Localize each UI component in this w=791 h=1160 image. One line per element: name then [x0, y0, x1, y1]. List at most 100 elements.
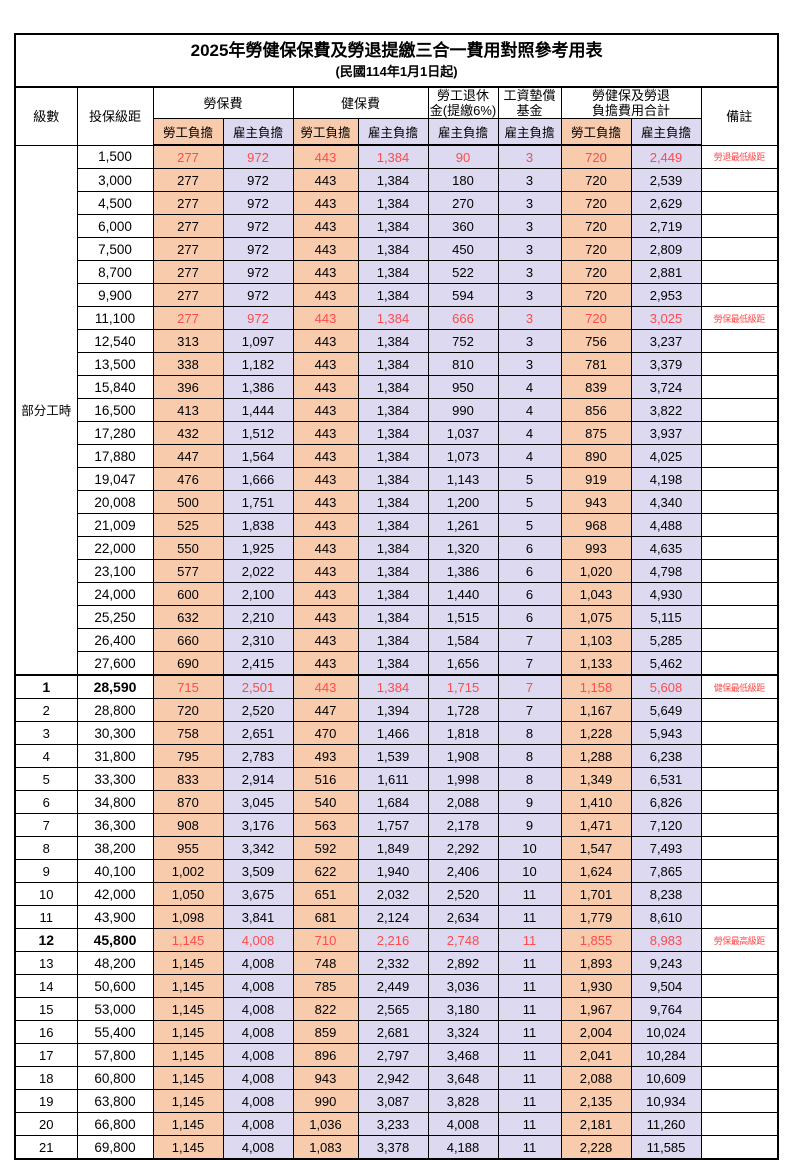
cell-note	[700, 444, 779, 468]
cell-total-er: 9,243	[630, 951, 702, 975]
cell-level: 11	[14, 905, 78, 929]
cell-total-er: 4,930	[630, 582, 702, 606]
cell-total-er: 2,629	[630, 191, 702, 215]
cell-level: 16	[14, 1020, 78, 1044]
cell-health-er: 2,797	[357, 1043, 429, 1067]
cell-fund-er: 11	[497, 1043, 562, 1067]
cell-fund-er: 5	[497, 513, 562, 537]
cell-health-emp: 443	[292, 306, 359, 330]
cell-health-emp: 447	[292, 698, 359, 722]
cell-note	[700, 260, 779, 284]
cell-pension-er: 1,261	[427, 513, 499, 537]
cell-total-emp: 1,349	[560, 767, 632, 791]
cell-labor-er: 4,008	[222, 1043, 294, 1067]
table-row: 17,280 432 1,512 443 1,384 1,037 4 875 3,937	[15, 421, 779, 445]
cell-fund-er: 11	[497, 997, 562, 1021]
cell-level: 17	[14, 1043, 78, 1067]
cell-health-er: 2,124	[357, 905, 429, 929]
cell-health-er: 1,384	[357, 144, 429, 169]
cell-labor-emp: 690	[152, 651, 224, 676]
cell-fund-er: 8	[497, 744, 562, 768]
table-row: 19,047 476 1,666 443 1,384 1,143 5 919 4,198	[15, 467, 779, 491]
cell-health-er: 2,449	[357, 974, 429, 998]
cell-total-er: 2,953	[630, 283, 702, 307]
cell-labor-er: 4,008	[222, 1112, 294, 1136]
cell-health-er: 2,942	[357, 1066, 429, 1090]
cell-labor-emp: 277	[152, 260, 224, 284]
table-row: 7 36,300 908 3,176 563 1,757 2,178 9 1,471 7,120	[14, 813, 779, 837]
cell-labor-er: 1,666	[222, 467, 294, 491]
cell-note	[700, 790, 779, 814]
cell-bracket: 4,500	[76, 191, 154, 215]
table-row: 20 66,800 1,145 4,008 1,036 3,233 4,008 11 2,181…	[14, 1112, 779, 1136]
cell-health-er: 1,684	[357, 790, 429, 814]
wage-fund-header-line1: 工資墊償	[503, 88, 556, 103]
cell-health-emp: 990	[292, 1089, 359, 1113]
cell-note	[700, 628, 779, 652]
cell-health-emp: 681	[292, 905, 359, 929]
cell-health-er: 1,384	[357, 283, 429, 307]
cell-labor-er: 4,008	[222, 928, 294, 952]
col-header-total: 勞健保及勞退 負擔費用合計	[560, 86, 702, 119]
cell-total-emp: 1,967	[560, 997, 632, 1021]
cell-labor-er: 4,008	[222, 974, 294, 998]
cell-fund-er: 11	[497, 951, 562, 975]
cell-health-er: 1,384	[357, 237, 429, 261]
cell-total-er: 8,238	[630, 882, 702, 906]
col-header-level: 級數	[14, 86, 78, 146]
cell-labor-emp: 1,145	[152, 1089, 224, 1113]
cell-health-emp: 622	[292, 859, 359, 883]
cell-fund-er: 3	[497, 168, 562, 192]
subheader-health-employee: 勞工負擔	[292, 118, 359, 146]
table-row: 4,500 277 972 443 1,384 270 3 720 2,629	[15, 191, 779, 215]
cell-pension-er: 2,088	[427, 790, 499, 814]
cell-health-emp: 443	[292, 513, 359, 537]
cell-labor-er: 2,022	[222, 559, 294, 583]
cell-total-emp: 1,779	[560, 905, 632, 929]
table-row: 18 60,800 1,145 4,008 943 2,942 3,648 11 2,088 10…	[14, 1066, 779, 1090]
cell-labor-emp: 758	[152, 721, 224, 745]
cell-pension-er: 1,386	[427, 559, 499, 583]
cell-health-er: 1,940	[357, 859, 429, 883]
table-row: 3,000 277 972 443 1,384 180 3 720 2,539	[15, 168, 779, 192]
cell-labor-emp: 1,145	[152, 951, 224, 975]
cell-labor-er: 2,415	[222, 651, 294, 676]
cell-note	[700, 698, 779, 722]
cell-pension-er: 950	[427, 375, 499, 399]
cell-health-er: 1,384	[357, 605, 429, 629]
cell-health-er: 1,384	[357, 628, 429, 652]
table-row: 1 28,590 715 2,501 443 1,384 1,715 7 1,158 5,608 健…	[14, 674, 779, 699]
table-row: 25,250 632 2,210 443 1,384 1,515 6 1,075 5,115	[15, 605, 779, 629]
cell-total-er: 5,649	[630, 698, 702, 722]
cell-health-er: 1,384	[357, 582, 429, 606]
cell-fund-er: 7	[497, 698, 562, 722]
cell-note	[700, 329, 779, 353]
cell-fund-er: 11	[497, 882, 562, 906]
cell-labor-er: 2,310	[222, 628, 294, 652]
cell-fund-er: 5	[497, 467, 562, 491]
cell-level: 5	[14, 767, 78, 791]
cell-labor-er: 2,100	[222, 582, 294, 606]
cell-bracket: 36,300	[76, 813, 154, 837]
cell-labor-er: 2,520	[222, 698, 294, 722]
cell-health-er: 2,332	[357, 951, 429, 975]
cell-health-emp: 785	[292, 974, 359, 998]
cell-labor-er: 2,210	[222, 605, 294, 629]
cell-labor-emp: 313	[152, 329, 224, 353]
cell-labor-er: 4,008	[222, 997, 294, 1021]
cell-labor-emp: 277	[152, 283, 224, 307]
cell-health-emp: 443	[292, 283, 359, 307]
table-row: 21,009 525 1,838 443 1,384 1,261 5 968 4,488	[15, 513, 779, 537]
cell-note: 勞退最低級距	[700, 144, 779, 169]
cell-total-emp: 720	[560, 168, 632, 192]
cell-note	[700, 605, 779, 629]
cell-total-emp: 875	[560, 421, 632, 445]
cell-level: 21	[14, 1135, 78, 1160]
cell-fund-er: 4	[497, 398, 562, 422]
cell-pension-er: 990	[427, 398, 499, 422]
cell-health-er: 1,384	[357, 352, 429, 376]
premium-table: 2025年勞健保保費及勞退提繳三合一費用對照參考用表 (民國114年1月1日起)…	[14, 33, 780, 1160]
cell-total-er: 3,937	[630, 421, 702, 445]
cell-note	[700, 836, 779, 860]
page-title: 2025年勞健保保費及勞退提繳三合一費用對照參考用表	[190, 41, 603, 60]
